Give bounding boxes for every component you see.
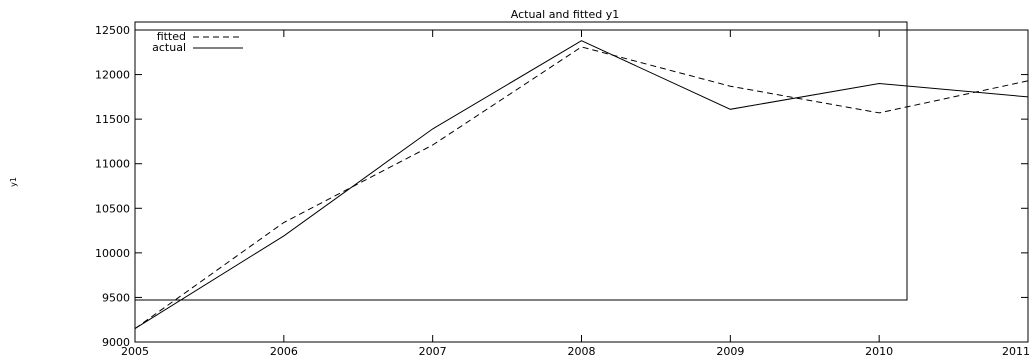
y-tick-label: 9500	[102, 291, 130, 304]
y-axis-label: y1	[9, 177, 18, 187]
x-tick-label: 2007	[419, 345, 447, 357]
plot-frame	[134, 29, 1029, 343]
y-tick-label: 10500	[95, 202, 130, 215]
x-tick-label: 2010	[865, 345, 893, 357]
chart-title: Actual and fitted y1	[511, 8, 619, 21]
legend: fitted actual	[152, 30, 243, 54]
y-tick-label: 11500	[95, 113, 130, 126]
series-line-actual	[134, 40, 1029, 330]
y-tick-label: 9000	[102, 336, 130, 349]
key-box	[134, 21, 908, 301]
legend-label-actual: actual	[152, 41, 186, 54]
y-tick-label: 11000	[95, 158, 130, 171]
axis-ticks: 9000 9500 10000 10500 11000 11500 12000 12500 20…	[95, 24, 1030, 357]
legend-label-fitted: fitted	[157, 30, 186, 43]
x-tick-label: 2006	[270, 345, 298, 357]
y-tick-label: 10000	[95, 247, 130, 260]
series-lines	[134, 40, 1029, 330]
x-tick-label: 2005	[121, 345, 149, 357]
y-tick-label: 12000	[95, 69, 130, 82]
y-tick-label: 12500	[95, 24, 130, 37]
series-line-fitted	[134, 46, 1029, 330]
x-tick-label: 2009	[716, 345, 744, 357]
x-tick-label: 2011	[1002, 345, 1030, 357]
x-tick-label: 2008	[568, 345, 596, 357]
